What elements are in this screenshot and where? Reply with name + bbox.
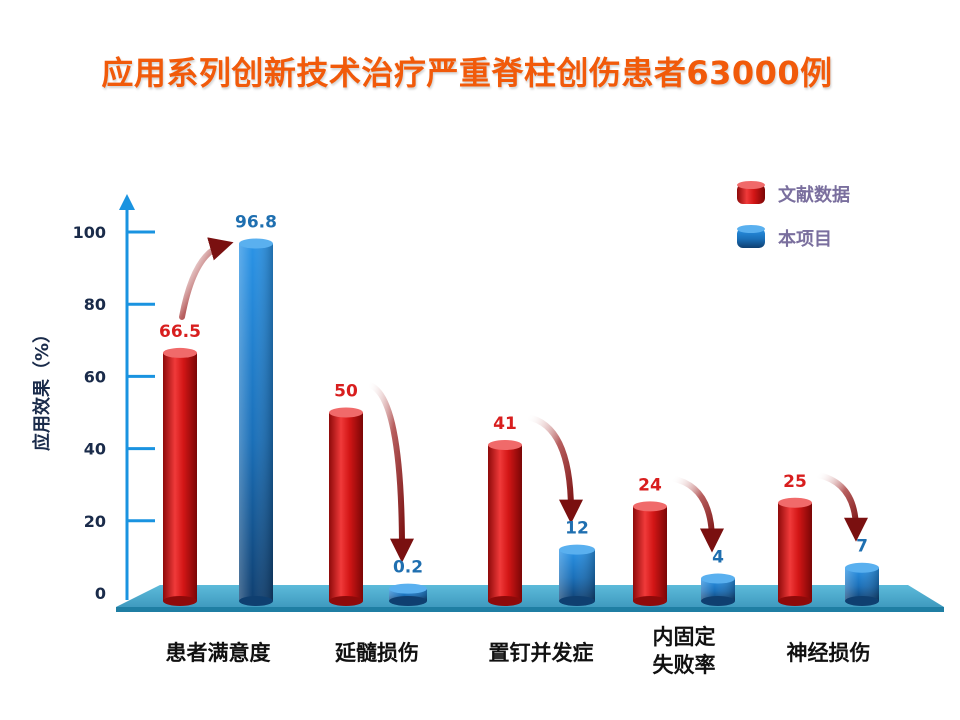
bar-project-base (239, 596, 273, 606)
bar-project-shade (701, 578, 735, 601)
legend-swatch-blue-top (737, 225, 765, 233)
bar-project-base (389, 596, 427, 606)
bar-literature-cap (488, 439, 522, 450)
bar-project-cap (845, 562, 879, 573)
trend-arrow (524, 413, 583, 524)
category-label: 延髓损伤 (334, 641, 419, 665)
legend-swatch-red (737, 184, 765, 204)
y-ticks: 0 20 40 60 80 100 (73, 223, 155, 603)
bar-literature (329, 407, 363, 606)
y-tick-label: 60 (84, 367, 106, 386)
bar-project (701, 573, 735, 606)
legend-item-literature: 文献数据 (737, 181, 850, 206)
data-label-project: 4 (712, 548, 724, 568)
trend-arrow (365, 381, 414, 563)
category-label: 内固定 (653, 625, 716, 649)
bar-literature (488, 439, 522, 606)
bar-literature-base (163, 596, 197, 606)
bar-project-shade (239, 243, 273, 601)
bar-project (559, 544, 595, 606)
bar-literature-base (488, 596, 522, 606)
category-label: 患者满意度 (166, 641, 271, 665)
legend: 文献数据 本项目 (737, 181, 850, 250)
bar-project-shade (845, 567, 879, 601)
bar-literature-body (778, 502, 812, 601)
bar-project-base (559, 596, 595, 606)
bar-project-cap (389, 583, 427, 594)
chart-floor-front (116, 607, 944, 612)
bar-literature (163, 347, 197, 606)
y-axis-label: 应用效果（%） (31, 325, 53, 451)
bar-literature-cap (163, 347, 197, 358)
bar-literature-body (488, 444, 522, 601)
chart-title: 应用系列创新技术治疗严重脊柱创伤患者63000例 (101, 54, 833, 92)
y-tick-label: 0 (95, 584, 106, 603)
bar-project-cap (239, 238, 273, 249)
legend-swatch-red-top (737, 181, 765, 189)
bar-literature-cap (778, 497, 812, 508)
legend-swatch-blue (737, 228, 765, 248)
trend-arrow (814, 471, 868, 542)
bar-project-cap (559, 544, 595, 555)
y-tick-label: 20 (84, 512, 106, 531)
bar-literature-body (329, 412, 363, 601)
data-label-project: 12 (565, 519, 589, 539)
y-axis-arrow (119, 194, 135, 210)
value-labels: 66.5 96.8 50 0.2 41 12 24 4 25 7 (159, 213, 868, 578)
legend-label-project: 本项目 (778, 228, 832, 250)
bar-literature-base (633, 596, 667, 606)
data-label-literature: 66.5 (159, 322, 201, 342)
data-label-project: 0.2 (393, 558, 423, 578)
bar-literature-body (163, 352, 197, 601)
bar-project-base (845, 596, 879, 606)
trend-arrows (179, 237, 868, 563)
data-label-literature: 24 (638, 475, 662, 495)
bar-literature-cap (329, 407, 363, 418)
y-tick-label: 80 (84, 295, 106, 314)
trend-arrow (669, 475, 724, 553)
bar-project (389, 583, 427, 606)
data-label-literature: 50 (334, 382, 358, 402)
bar-literature (633, 501, 667, 606)
legend-label-literature: 文献数据 (778, 184, 850, 206)
bar-project-shade (559, 549, 595, 601)
bar-literature (778, 497, 812, 606)
data-label-literature: 41 (493, 414, 517, 434)
category-label: 神经损伤 (787, 641, 871, 665)
chart-floor (116, 585, 944, 607)
bar-project (845, 562, 879, 606)
legend-item-project: 本项目 (737, 225, 832, 250)
data-label-project: 96.8 (235, 213, 277, 233)
category-label: 置钉并发症 (489, 641, 594, 665)
trend-arrow (179, 237, 234, 320)
y-tick-label: 100 (73, 223, 106, 242)
data-label-literature: 25 (783, 472, 807, 492)
category-label: 失败率 (653, 653, 716, 677)
bar-project-cap (701, 573, 735, 584)
bar-literature-body (633, 506, 667, 601)
bar-project-base (701, 596, 735, 606)
bar-literature-base (329, 596, 363, 606)
bar-literature-cap (633, 501, 667, 512)
bars-group (163, 238, 879, 606)
bar-project (239, 238, 273, 606)
data-label-project: 7 (856, 537, 868, 557)
bar-literature-base (778, 596, 812, 606)
y-tick-label: 40 (84, 440, 106, 459)
